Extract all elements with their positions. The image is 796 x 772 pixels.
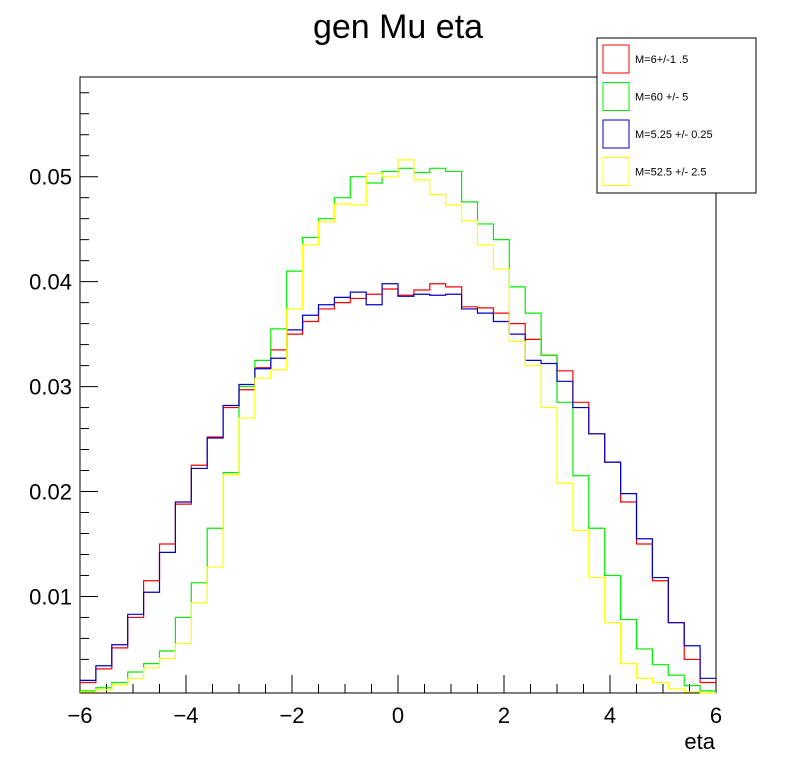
x-tick-label: −2 [279, 703, 304, 728]
x-tick-label: 0 [392, 703, 404, 728]
legend-entry-label: M=6+/-1 .5 [635, 54, 688, 66]
legend-swatch [602, 157, 630, 186]
legend-entry-label: M=60 +/- 5 [635, 92, 688, 104]
series-line-4 [80, 159, 716, 694]
x-tick-label: −4 [173, 703, 198, 728]
y-tick-label: 0.03 [29, 375, 72, 400]
x-axis-label: eta [684, 729, 715, 754]
legend-swatch [602, 82, 630, 111]
legend-swatch [602, 119, 630, 149]
chart-title: gen Mu eta [313, 8, 483, 46]
y-tick-label: 0.01 [29, 584, 72, 609]
y-tick-label: 0.02 [29, 480, 72, 505]
y-tick-label: 0.05 [29, 165, 72, 190]
x-tick-label: 6 [710, 703, 722, 728]
legend-box [596, 37, 757, 194]
y-tick-label: 0.04 [29, 270, 72, 295]
x-tick-label: −6 [67, 703, 92, 728]
series-line-2 [80, 167, 716, 692]
legend: M=6+/-1 .5 M=60 +/- 5 M=5.25 +/- 0.25 M=52.… [596, 37, 757, 194]
plot-area: −6 −4 −2 0 2 4 6 0.01 0.02 0.03 0.04 0.05 [29, 76, 722, 728]
legend-swatch [602, 44, 630, 74]
x-tick-label: 4 [604, 703, 616, 728]
series-line-3 [80, 283, 716, 682]
legend-entry-label: M=52.5 +/- 2.5 [635, 167, 707, 179]
x-tick-label: 2 [498, 703, 510, 728]
legend-entry-label: M=5.25 +/- 0.25 [635, 129, 713, 141]
